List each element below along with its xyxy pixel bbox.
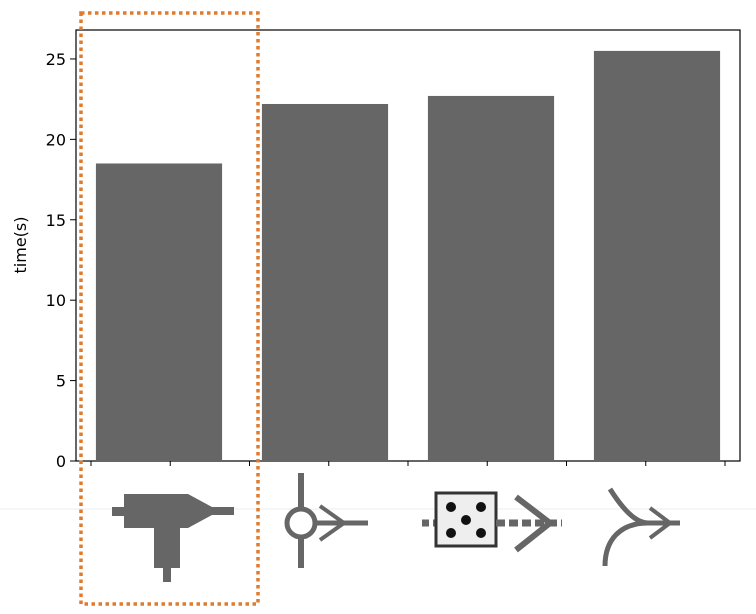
- dot-grid-square-arrow-icon: [422, 491, 562, 553]
- circle-merge-arrow-icon: [284, 473, 368, 568]
- y-tick-label: 20: [46, 130, 66, 149]
- x-axis-ticks: [90, 461, 726, 466]
- highlight-box: [79, 11, 260, 606]
- y-tick-label: 5: [56, 372, 66, 391]
- bar-4: [593, 50, 721, 462]
- y-tick-label: 10: [46, 291, 66, 310]
- bar-3: [427, 95, 555, 461]
- y-axis-label: time(s): [11, 217, 30, 274]
- bar-1: [95, 163, 223, 462]
- t-junction-nozzle-icon: [112, 494, 234, 582]
- y-tick-label: 0: [56, 452, 66, 471]
- y-tick-label: 15: [46, 211, 66, 230]
- curved-merge-arrow-icon: [602, 487, 680, 567]
- bar-2: [261, 103, 389, 462]
- y-axis-ticks: 0 5 10 15 20 25: [46, 50, 76, 471]
- y-tick-label: 25: [46, 50, 66, 69]
- bars-group: [95, 50, 721, 462]
